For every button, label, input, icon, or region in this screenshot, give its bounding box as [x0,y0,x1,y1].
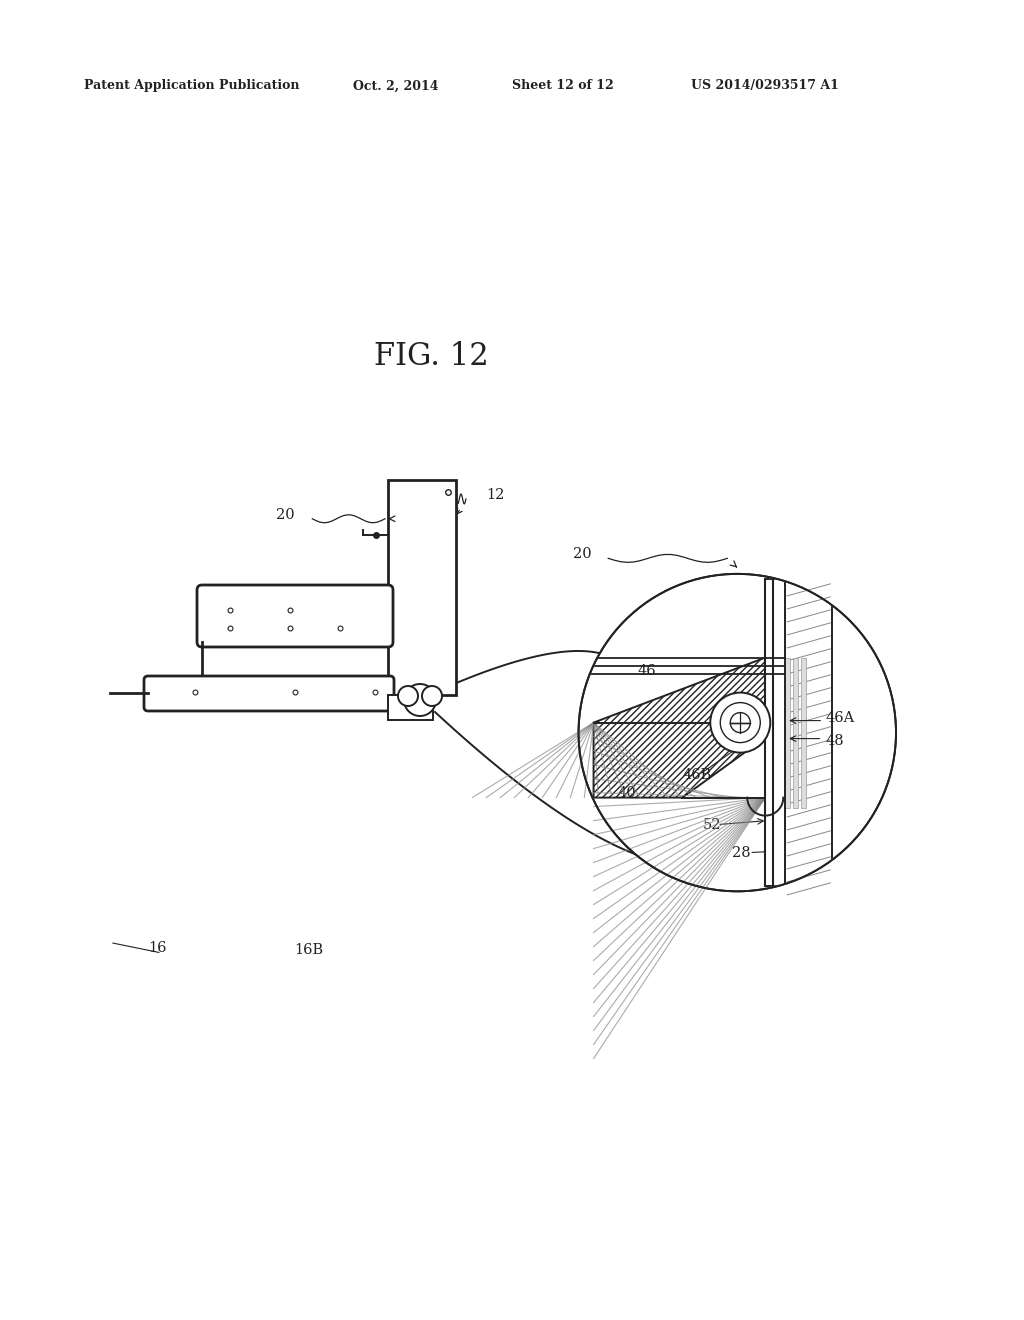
Text: FIG. 12: FIG. 12 [374,341,488,372]
Text: Oct. 2, 2014: Oct. 2, 2014 [353,79,438,92]
Circle shape [422,686,442,706]
Text: 20: 20 [573,548,592,561]
Text: 16B: 16B [294,944,323,957]
Text: 48: 48 [825,734,844,747]
Circle shape [730,713,751,733]
Text: 46A: 46A [825,710,855,725]
Text: 16: 16 [148,941,167,954]
Text: 20: 20 [276,508,295,521]
Circle shape [404,684,436,715]
Text: 52: 52 [702,817,721,832]
Text: Sheet 12 of 12: Sheet 12 of 12 [512,79,613,92]
Bar [765,579,785,886]
FancyBboxPatch shape [144,676,394,711]
Text: 46: 46 [637,664,656,677]
Text: 28: 28 [732,846,751,859]
Bar [794,657,799,808]
Polygon shape [594,657,765,797]
Circle shape [720,702,760,743]
Text: 46B: 46B [682,768,712,781]
Bar [785,579,833,886]
FancyBboxPatch shape [197,585,393,647]
Text: US 2014/0293517 A1: US 2014/0293517 A1 [691,79,839,92]
Bar [785,657,791,808]
Text: Patent Application Publication: Patent Application Publication [84,79,299,92]
Text: 40: 40 [617,785,636,800]
Bar [801,657,806,808]
Bar [388,480,456,696]
Bar [388,696,433,719]
Circle shape [711,693,770,752]
Circle shape [579,574,896,891]
Text: 12: 12 [486,488,505,502]
Circle shape [398,686,418,706]
